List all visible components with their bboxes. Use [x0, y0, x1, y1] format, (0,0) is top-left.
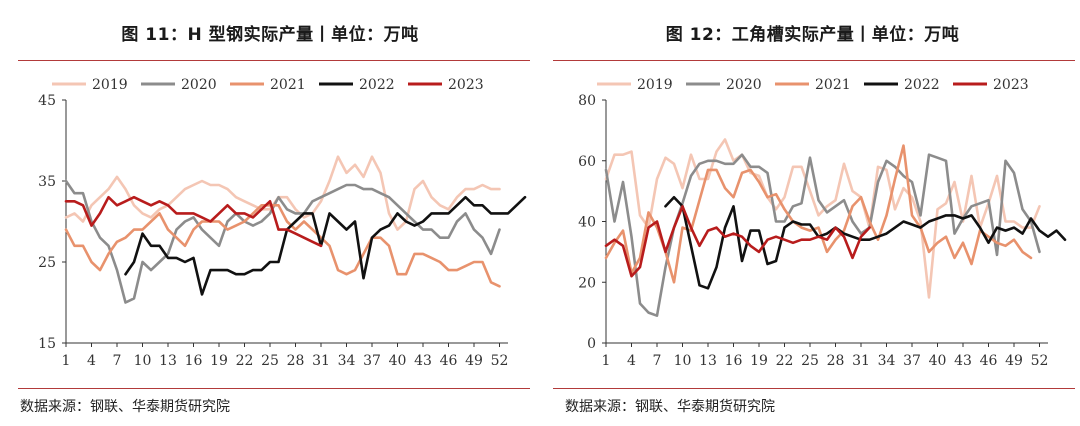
x-tick-label: 19	[210, 353, 228, 369]
legend-label-2022: 2022	[359, 77, 395, 93]
axes: 15 25 35 45 1 4 7 10 13 16 19 22 25 28 31 34 37 40 43 46 49 5…	[38, 93, 508, 369]
x-tick-label: 10	[674, 353, 692, 369]
x-tick-label: 46	[440, 353, 458, 369]
y-tick-label: 60	[578, 154, 596, 170]
series-line-2020	[64, 179, 501, 304]
x-tick-label: 37	[903, 353, 921, 369]
x-tick-label: 10	[134, 353, 152, 369]
y-tick-label: 35	[38, 174, 56, 190]
x-tick-label: 52	[491, 353, 509, 369]
y-tick-label: 80	[578, 93, 596, 109]
x-tick-label: 25	[261, 353, 279, 369]
x-tick-label: 46	[980, 353, 998, 369]
x-tick-label: 34	[338, 353, 356, 369]
title-rule	[18, 60, 530, 61]
source-note: 数据来源：钢联、华泰期货研究院	[565, 399, 775, 415]
legend-label-2021: 2021	[815, 77, 851, 93]
x-tick-label: 49	[1005, 353, 1023, 369]
series-lines	[604, 138, 1067, 317]
x-tick-label: 13	[159, 353, 177, 369]
chart-panel-h-beam: 图 11：H 型钢实际产量丨单位：万吨 15 25 35 45 1 4 7 10 13 16 19 2…	[18, 25, 530, 415]
y-tick-label: 40	[578, 215, 596, 231]
legend-label-2023: 2023	[993, 77, 1029, 93]
y-tick-label: 15	[38, 336, 56, 352]
x-tick-label: 52	[1031, 353, 1049, 369]
x-tick-label: 7	[653, 353, 662, 369]
chart-title: 图 12：工角槽实际产量丨单位：万吨	[665, 25, 960, 45]
series-line-2022	[124, 195, 527, 296]
x-tick-label: 13	[699, 353, 717, 369]
series-line-2019	[604, 138, 1041, 299]
x-tick-label: 7	[113, 353, 122, 369]
legend-label-2019: 2019	[637, 77, 673, 93]
y-tick-label: 0	[587, 336, 596, 352]
x-tick-label: 49	[465, 353, 483, 369]
x-tick-label: 34	[878, 353, 896, 369]
x-tick-label: 40	[929, 353, 947, 369]
line-chart-angle-channel: 0 20 40 60 80 1 4 7 10 13 16 19 22 25 28 31 34 37 40 43 46 49…	[578, 77, 1067, 369]
x-tick-label: 4	[87, 353, 96, 369]
legend-label-2020: 2020	[181, 77, 217, 93]
line-chart-h-beam: 15 25 35 45 1 4 7 10 13 16 19 22 25 28 31 34 37 40 43 46 49 5…	[38, 77, 527, 369]
x-tick-label: 1	[602, 353, 611, 369]
x-tick-label: 22	[776, 353, 794, 369]
chart-panel-angle-channel: 图 12：工角槽实际产量丨单位：万吨 0 20 40 60 80 1 4 7 10 13 16 19 2…	[545, 0, 1080, 426]
x-tick-label: 43	[414, 353, 432, 369]
x-tick-label: 19	[750, 353, 768, 369]
title-rule	[553, 60, 1075, 61]
x-tick-label: 22	[236, 353, 254, 369]
y-tick-label: 20	[578, 275, 596, 291]
x-tick-label: 31	[312, 353, 330, 369]
legend-label-2019: 2019	[92, 77, 128, 93]
x-tick-label: 4	[627, 353, 636, 369]
source-rule	[18, 388, 530, 389]
series-line-2023	[604, 205, 871, 278]
x-tick-label: 16	[185, 353, 203, 369]
legend-label-2020: 2020	[726, 77, 762, 93]
x-tick-label: 16	[725, 353, 743, 369]
legend-label-2022: 2022	[904, 77, 940, 93]
x-tick-label: 43	[954, 353, 972, 369]
x-tick-label: 25	[801, 353, 819, 369]
chart-title: 图 11：H 型钢实际产量丨单位：万吨	[121, 25, 419, 45]
x-tick-label: 1	[62, 353, 71, 369]
legend: 2019 2020 2021 2022 2023	[597, 77, 1029, 93]
source-rule	[553, 388, 1075, 389]
y-tick-label: 25	[38, 255, 56, 271]
x-tick-label: 28	[827, 353, 845, 369]
series-line-2021	[604, 144, 1033, 284]
x-tick-label: 40	[389, 353, 407, 369]
y-tick-label: 45	[38, 93, 56, 109]
series-line-2022	[664, 195, 1067, 290]
series-line-2021	[64, 204, 501, 288]
x-tick-label: 37	[363, 353, 381, 369]
series-line-2023	[64, 195, 323, 248]
x-tick-label: 28	[287, 353, 305, 369]
series-line-2019	[64, 155, 501, 231]
legend-label-2023: 2023	[448, 77, 484, 93]
legend: 2019 2020 2021 2022 2023	[52, 77, 484, 93]
legend-label-2021: 2021	[270, 77, 306, 93]
x-tick-label: 31	[852, 353, 870, 369]
axes: 0 20 40 60 80 1 4 7 10 13 16 19 22 25 28 31 34 37 40 43 46 49…	[578, 93, 1048, 369]
source-note: 数据来源：钢联、华泰期货研究院	[20, 399, 230, 415]
series-lines	[64, 155, 527, 304]
